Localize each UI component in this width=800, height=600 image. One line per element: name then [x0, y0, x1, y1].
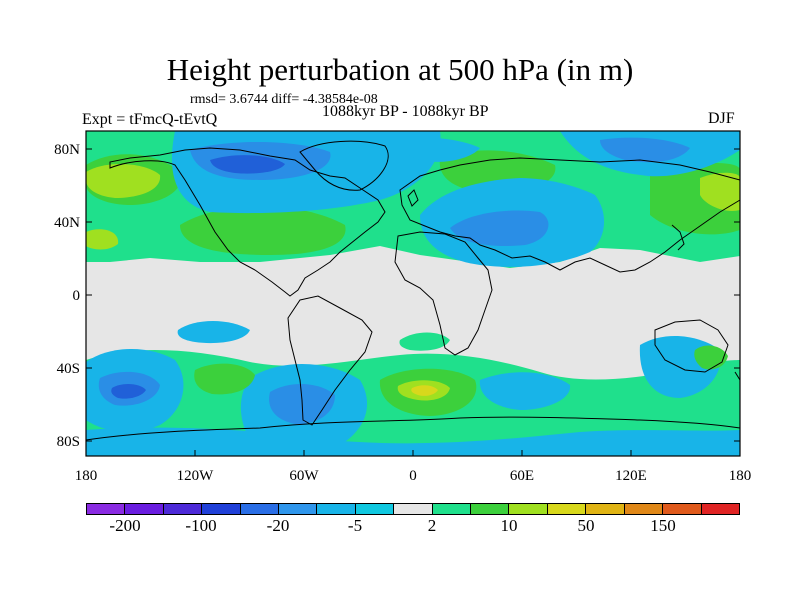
lon-label-60w: 60W — [289, 468, 319, 484]
colorbar-swatch — [624, 504, 664, 514]
lon-label-60e: 60E — [510, 468, 534, 484]
lon-label-120e: 120E — [615, 468, 647, 484]
colorbar-label: 10 — [500, 516, 518, 535]
australia-coast — [654, 319, 729, 373]
lat-label-40n: 40N — [54, 215, 80, 231]
field-layer — [86, 131, 740, 456]
lon-label-0: 0 — [409, 468, 417, 484]
colorbar-swatch — [586, 504, 625, 514]
colorbar-swatch — [317, 504, 356, 514]
sh-yellow-1 — [411, 385, 438, 396]
colorbar-label: 150 — [650, 516, 676, 535]
colorbar-swatch — [355, 504, 395, 514]
colorbar-label: 2 — [427, 516, 437, 535]
sh-blue-1-core — [111, 384, 146, 399]
japan-coast — [671, 224, 685, 251]
north-america-coast — [109, 147, 386, 297]
africa-coast — [394, 231, 493, 356]
colorbar-label: -100 — [185, 516, 217, 535]
colorbar-label: -200 — [109, 516, 141, 535]
sh-blue-4 — [479, 372, 571, 410]
colorbar-swatch — [279, 504, 318, 514]
nh-blue-3-inner — [600, 137, 690, 163]
lat-label-80n: 80N — [54, 142, 80, 158]
tick-marks — [85, 148, 741, 456]
colorbar-swatch — [509, 504, 548, 514]
tropic-green-1 — [399, 332, 450, 351]
south-america-coast — [287, 295, 373, 426]
colorbar-swatch — [701, 504, 739, 514]
colorbar-label: 50 — [577, 516, 595, 535]
experiment-label: Expt = tFmcQ-tEvtQ — [82, 111, 218, 128]
greenland-coast — [299, 140, 389, 191]
lon-label-180w: 180 — [75, 468, 98, 484]
colorbar — [86, 503, 740, 515]
colorbar-swatch — [394, 504, 433, 514]
period-label: 1088kyr BP - 1088kyr BP — [322, 103, 489, 120]
colorbar-swatch — [240, 504, 280, 514]
colorbar-label: -20 — [266, 516, 290, 535]
lat-label-80s: 80S — [57, 434, 80, 450]
tropic-blue-1 — [177, 321, 250, 344]
season-label: DJF — [708, 110, 735, 127]
colorbar-swatch — [663, 504, 702, 514]
nh-blue-1-core — [210, 155, 285, 174]
uk-coast — [407, 189, 419, 207]
stats-label: rmsd= 3.6744 diff= -4.38584e-08 — [190, 92, 378, 107]
lat-label-40s: 40S — [57, 361, 80, 377]
nh-green-3 — [180, 206, 346, 255]
colorbar-swatch — [87, 504, 126, 514]
coastlines — [85, 140, 741, 441]
colorbar-swatch — [125, 504, 164, 514]
colorbar-swatch — [547, 504, 587, 514]
nh-yellowgreen-1 — [86, 164, 161, 198]
nh-yellowgreen-2 — [700, 172, 740, 211]
antarctica-coast — [85, 416, 741, 441]
nh-blue-2-inner — [450, 210, 549, 247]
colorbar-label: -5 — [347, 516, 363, 535]
colorbar-swatch — [471, 504, 510, 514]
lat-label-0: 0 — [73, 288, 81, 304]
colorbar-swatch — [163, 504, 203, 514]
colorbar-swatch — [432, 504, 472, 514]
sh-blue-3 — [86, 427, 740, 456]
nh-yellowgreen-3 — [86, 229, 119, 250]
colorbar-swatch — [202, 504, 241, 514]
new-zealand-coast — [734, 371, 741, 381]
nh-blue-4 — [399, 137, 480, 162]
lon-label-120w: 120W — [177, 468, 215, 484]
plot-title: Height perturbation at 500 hPa (in m) — [166, 52, 634, 87]
lon-label-180e: 180 — [729, 468, 752, 484]
sh-green-1 — [194, 363, 255, 395]
eurasia-coast — [399, 157, 741, 273]
